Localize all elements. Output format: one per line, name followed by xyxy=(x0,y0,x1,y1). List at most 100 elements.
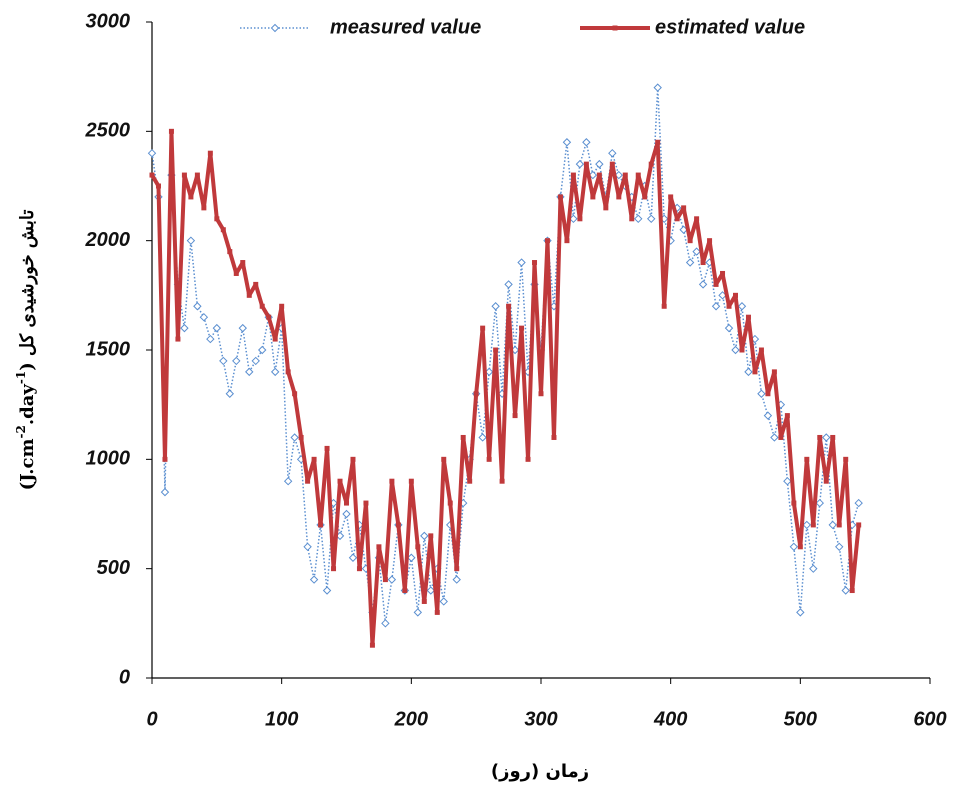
data-point xyxy=(614,170,624,180)
data-point xyxy=(661,303,667,309)
data-point xyxy=(246,292,252,298)
legend-label: estimated value xyxy=(655,16,805,38)
data-point xyxy=(452,575,461,584)
data-point xyxy=(681,205,687,211)
data-point xyxy=(342,509,351,519)
series-line xyxy=(151,87,860,624)
data-point xyxy=(810,522,816,528)
data-point xyxy=(337,478,343,484)
data-point xyxy=(486,456,492,462)
y-axis-label-part: (J.cm xyxy=(17,438,38,490)
data-point xyxy=(726,303,732,309)
x-tick-label: 500 xyxy=(784,708,817,730)
data-point xyxy=(532,260,538,266)
data-point xyxy=(499,478,505,484)
data-point xyxy=(823,478,829,484)
data-point xyxy=(733,292,738,298)
data-point xyxy=(322,586,332,595)
data-point xyxy=(175,336,181,342)
y-axis-label: (J.cm-2.day-1) تابش خورشیدی کل xyxy=(14,210,39,491)
data-point xyxy=(603,205,609,211)
data-point xyxy=(731,345,740,355)
data-point xyxy=(194,172,200,178)
data-point xyxy=(771,369,777,375)
data-point xyxy=(387,575,397,584)
data-point xyxy=(407,553,416,562)
data-point xyxy=(596,172,602,178)
data-point xyxy=(595,159,604,169)
data-point xyxy=(674,216,680,222)
data-point xyxy=(687,238,693,244)
data-point xyxy=(266,314,272,320)
data-point xyxy=(745,314,751,320)
data-point xyxy=(707,238,713,244)
data-point xyxy=(504,280,513,289)
data-point xyxy=(272,336,278,342)
data-point xyxy=(413,608,423,617)
data-point xyxy=(752,369,758,375)
data-point xyxy=(817,434,823,440)
y-axis-label-part: -1 xyxy=(14,371,28,384)
data-point xyxy=(544,238,550,244)
data-point xyxy=(484,367,494,377)
data-point xyxy=(551,434,557,440)
data-point xyxy=(647,214,656,224)
data-point xyxy=(180,323,189,333)
data-point xyxy=(700,260,706,266)
x-tick-label: 300 xyxy=(524,708,557,730)
data-point xyxy=(426,586,435,595)
data-point xyxy=(402,588,408,594)
data-point xyxy=(757,389,766,398)
data-point xyxy=(162,456,168,462)
data-point xyxy=(160,487,170,497)
data-point xyxy=(635,172,641,178)
data-point xyxy=(227,249,233,255)
data-point xyxy=(822,433,831,442)
data-point xyxy=(233,270,239,276)
data-point xyxy=(668,194,674,200)
data-point xyxy=(381,619,390,628)
data-point xyxy=(765,391,771,397)
data-point xyxy=(577,216,583,222)
data-point xyxy=(525,456,531,462)
data-point xyxy=(724,323,734,333)
data-point xyxy=(389,478,395,484)
data-point xyxy=(783,476,792,486)
data-point xyxy=(797,544,803,550)
data-point xyxy=(629,216,635,222)
data-point xyxy=(608,148,617,158)
data-point xyxy=(512,413,518,419)
y-axis-label-part: ) xyxy=(17,362,38,371)
data-point xyxy=(420,531,429,541)
data-point xyxy=(789,542,799,552)
data-point xyxy=(309,575,319,584)
data-point xyxy=(421,598,427,604)
data-point xyxy=(207,150,213,156)
data-point xyxy=(506,303,512,309)
data-point xyxy=(843,456,849,462)
x-tick-label: 400 xyxy=(653,708,687,730)
legend-marker xyxy=(612,25,618,31)
data-point xyxy=(155,183,161,189)
data-point xyxy=(713,281,719,287)
data-point xyxy=(395,522,401,528)
legend-label: measured value xyxy=(330,16,481,38)
data-point xyxy=(356,566,362,572)
y-axis-label-part: .day xyxy=(17,384,38,426)
data-point xyxy=(232,356,241,366)
data-point xyxy=(711,302,721,311)
data-point xyxy=(758,347,764,353)
data-point xyxy=(439,597,448,606)
data-point xyxy=(279,303,285,309)
data-point xyxy=(376,544,382,550)
data-point xyxy=(622,172,628,178)
data-point xyxy=(318,522,324,528)
data-point xyxy=(609,161,615,167)
data-point xyxy=(698,280,708,289)
data-point xyxy=(460,434,466,440)
data-point xyxy=(311,456,317,462)
data-point xyxy=(517,258,526,267)
data-point xyxy=(240,260,246,266)
y-axis-label-part: تابش خورشیدی کل xyxy=(17,210,38,363)
data-point xyxy=(212,323,222,333)
